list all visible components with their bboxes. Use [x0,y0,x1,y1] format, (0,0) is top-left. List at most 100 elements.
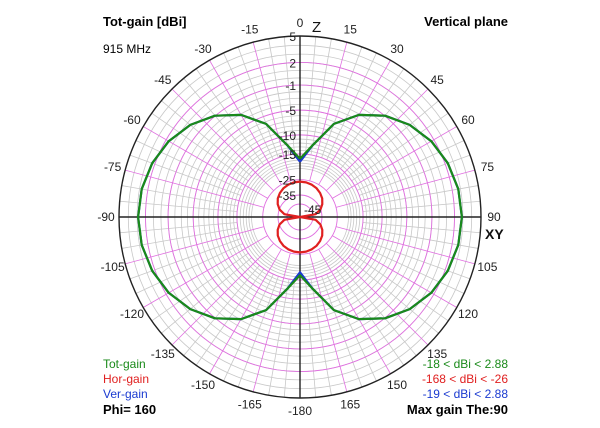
angle-tick-label: -15 [241,23,259,37]
grid-spoke [252,252,291,392]
grid-spoke [357,140,465,191]
grid-spoke [223,274,274,382]
grid-spoke [326,243,429,346]
angle-tick-label: 15 [344,23,358,37]
grid-spoke [223,52,274,160]
grid-spoke [309,252,348,392]
grid-spoke [326,274,377,382]
grid-spoke [326,88,429,191]
angle-tick-label: 165 [340,397,360,411]
grid-spoke [348,100,439,177]
grid-spoke [318,249,391,374]
grid-spoke [310,38,332,155]
grid-spoke [195,68,265,166]
angle-tick-label: -75 [104,160,122,174]
grid-spoke [283,36,295,155]
grid-spoke [318,60,391,185]
angle-tick-label: -30 [194,42,212,56]
grid-spoke [129,154,241,196]
radial-tick-label: -10 [279,129,297,143]
grid-spoke [237,276,279,388]
chart-title: Tot-gain [dBi] [103,14,187,29]
grid-spoke [321,46,363,158]
angle-tick-label: 45 [430,73,444,87]
radial-tick-label: 5 [289,30,296,44]
grid-spoke [129,238,241,280]
grid-spoke [309,42,348,182]
grid-spoke [183,265,260,356]
grid-spoke [305,36,317,155]
angle-tick-label: 105 [477,260,497,274]
grid-spoke [357,243,465,294]
grid-spoke [351,112,449,182]
range-tot-gain: -18 < dBi < 2.88 [422,357,508,371]
grid-spoke [359,154,471,196]
angle-tick-label: 90 [487,210,501,224]
radial-tick-label: -1 [285,79,296,93]
frequency-label: 915 MHz [103,42,152,56]
angle-tick-label: 60 [461,113,475,127]
radial-tick-label: 2 [289,56,296,70]
grid-spoke [335,68,405,166]
grid-spoke [332,126,457,199]
grid-spoke [335,169,475,208]
grid-spoke [135,140,243,191]
grid-spoke [321,276,363,388]
angle-tick-label: -165 [238,397,262,411]
angle-tick-label: -120 [120,307,144,321]
grid-spoke [359,238,471,280]
angle-tick-label: -60 [123,113,141,127]
grid-spoke [237,46,279,158]
angle-tick-label: -105 [101,260,125,274]
grid-spoke [348,257,439,334]
grid-spoke [351,252,449,322]
grid-spoke [283,279,295,398]
range-hor-gain: -168 < dBi < -26 [421,372,508,386]
series-hor-gain [276,180,324,254]
radial-tick-label: -15 [279,148,297,162]
grid-spoke [310,279,332,396]
grid-spoke [161,100,252,177]
range-ver-gain: -19 < dBi < 2.88 [422,387,508,401]
grid-spoke [326,52,377,160]
grid-spoke [209,249,282,374]
max-gain-label: Max gain The:90 [406,402,508,417]
phi-label: Phi= 160 [103,402,157,417]
radial-tick-label: -35 [279,189,297,203]
grid-spoke [268,279,290,396]
grid-spoke [195,268,265,366]
legend-tot-gain: Tot-gain [103,357,146,371]
legend-hor-gain: Hor-gain [103,372,150,386]
legend-ver-gain: Ver-gain [103,387,148,401]
grid-spoke [335,226,475,265]
angle-tick-label: -135 [151,347,175,361]
grid-spoke [305,279,317,398]
radial-tick-label: -5 [285,104,296,118]
grid-spoke [125,169,265,208]
grid-spoke [143,126,268,199]
grid-spoke [151,112,249,182]
angle-tick-label: 0 [297,16,304,30]
grid-spoke [335,268,405,366]
angle-tick-label: 75 [481,160,495,174]
plane-label: Vertical plane [424,14,508,29]
angle-tick-label: -150 [191,378,215,392]
grid-spoke [161,257,252,334]
grid-spoke [268,38,290,155]
angle-tick-label: 150 [387,378,407,392]
angle-tick-label: -90 [97,210,115,224]
angle-tick-label: 120 [458,307,478,321]
grid-spoke [171,243,274,346]
grid-spoke [143,235,268,308]
grid-spoke [135,243,243,294]
grid-spoke [340,78,417,169]
z-axis-label: Z [312,19,321,36]
angle-tick-label: -45 [154,73,172,87]
grid-spoke [183,78,260,169]
grid-spoke [252,42,291,182]
grid-spoke [125,226,265,265]
grid-spoke [340,265,417,356]
series-tot-gain [137,113,463,321]
angle-tick-label: 30 [390,42,404,56]
